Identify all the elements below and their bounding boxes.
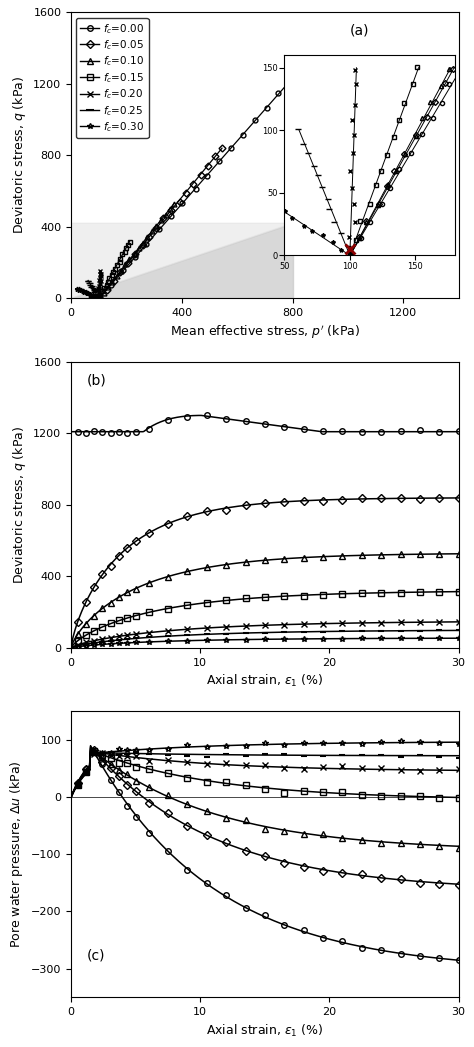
Polygon shape [71,223,292,298]
Legend: $f_c$=0.00, $f_c$=0.05, $f_c$=0.10, $f_c$=0.15, $f_c$=0.20, $f_c$=0.25, $f_c$=0.: $f_c$=0.00, $f_c$=0.05, $f_c$=0.10, $f_c… [76,18,148,138]
Text: (c): (c) [87,949,105,963]
Text: (b): (b) [87,373,106,387]
Y-axis label: Pore water pressure, $\Delta u$ (kPa): Pore water pressure, $\Delta u$ (kPa) [9,760,25,949]
X-axis label: Axial strain, $\varepsilon_1$ (%): Axial strain, $\varepsilon_1$ (%) [206,1023,324,1039]
Y-axis label: Deviatoric stress, $q$ (kPa): Deviatoric stress, $q$ (kPa) [11,76,27,235]
Text: (a): (a) [350,24,370,38]
Polygon shape [71,223,292,298]
Y-axis label: Deviatoric stress, $q$ (kPa): Deviatoric stress, $q$ (kPa) [11,426,27,584]
X-axis label: Axial strain, $\varepsilon_1$ (%): Axial strain, $\varepsilon_1$ (%) [206,673,324,689]
X-axis label: Mean effective stress, $p'$ (kPa): Mean effective stress, $p'$ (kPa) [170,324,360,341]
